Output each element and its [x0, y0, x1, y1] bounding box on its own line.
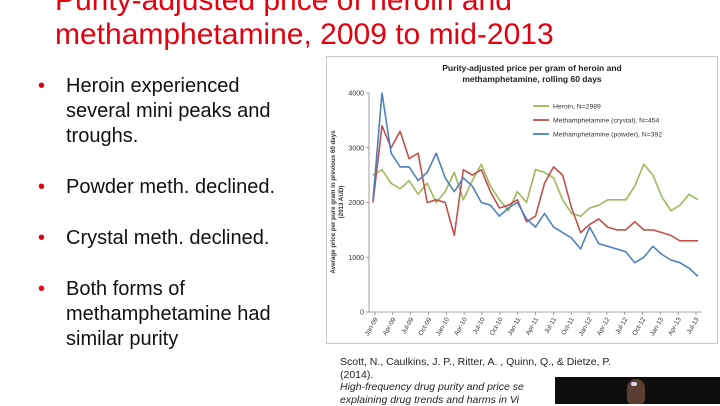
legend-label: Heroin, N=2989: [553, 104, 601, 111]
bullet-dot-icon: •: [38, 277, 45, 302]
series-line-1: [373, 126, 698, 241]
legend-label: Methamphetamine (powder), N=392: [553, 132, 662, 139]
x-tick-label: Oct-11: [560, 316, 576, 336]
legend: Heroin, N=2989 Methamphetamine (crystal),…: [533, 104, 662, 139]
bullet-powder-meth: • Powder meth. declined.: [38, 175, 288, 200]
bullet-dot-icon: •: [38, 226, 45, 251]
bullet-text: Both forms of methamphetamine had simila…: [66, 278, 271, 350]
y-tick-label: 2000: [348, 200, 364, 207]
chart-title-line1: Purity-adjusted price per gram of heroin…: [442, 63, 621, 73]
x-tick-label: Apr-09: [382, 316, 398, 337]
x-tick-label: Apr-13: [667, 316, 683, 337]
bullet-list: • Heroin experienced several mini peaks a…: [38, 74, 288, 378]
x-tick-label: Jul-13: [686, 316, 701, 335]
y-tick-label: 3000: [348, 145, 364, 152]
y-tick-label: 1000: [348, 255, 364, 262]
price-chart-svg: Purity-adjusted price per gram of heroin…: [327, 57, 717, 343]
x-tick-label: Jan-09: [364, 316, 380, 337]
y-axis-label-line2: (2013 AUD): [338, 186, 345, 219]
x-tick-label: Jul-12: [614, 316, 629, 335]
bullet-text: Powder meth. declined.: [66, 176, 275, 198]
x-tick-label: Jan-10: [435, 316, 451, 337]
y-axis-label-line1: Average price per pure gram in previous …: [330, 130, 337, 274]
slide-title: Purity-adjusted price of heroin and meth…: [55, 0, 655, 52]
chart-title-line2: methamphetamine, rolling 60 days: [462, 74, 602, 84]
y-tick-label: 4000: [348, 91, 364, 98]
x-tick-label: Jul-11: [543, 316, 558, 335]
bullet-both-forms: • Both forms of methamphetamine had simil…: [38, 277, 288, 352]
bullet-crystal-meth: • Crystal meth. declined.: [38, 226, 288, 251]
bullet-text: Heroin experienced several mini peaks an…: [66, 75, 271, 147]
x-tick-label: Jul-09: [400, 316, 415, 335]
citation-line: Scott, N., Caulkins, J. P., Ritter, A. ,…: [340, 356, 700, 369]
x-tick-label: Jul-10: [472, 316, 487, 335]
x-tick-label: Jan-13: [649, 316, 665, 337]
x-tick-label: Oct-12: [631, 316, 647, 337]
x-tick-label: Oct-10: [489, 316, 505, 337]
x-tick-label: Jan-11: [507, 316, 523, 337]
x-tick-label: Apr-12: [596, 316, 612, 337]
y-tick-label: 0: [360, 310, 364, 317]
x-tick-label: Jan-12: [578, 316, 594, 337]
microphone-icon: [631, 382, 637, 386]
legend-label: Methamphetamine (crystal), N=454: [553, 118, 660, 125]
bullet-heroin: • Heroin experienced several mini peaks a…: [38, 74, 288, 149]
x-tick-label: Apr-10: [453, 316, 469, 337]
bullet-dot-icon: •: [38, 74, 45, 99]
x-tick-label: Oct-09: [417, 316, 433, 337]
x-tick-label: Apr-11: [525, 316, 541, 336]
price-chart: Purity-adjusted price per gram of heroin…: [326, 56, 718, 344]
bullet-text: Crystal meth. declined.: [66, 227, 269, 249]
bullet-dot-icon: •: [38, 175, 45, 200]
speaker-video-thumbnail: [555, 377, 720, 404]
